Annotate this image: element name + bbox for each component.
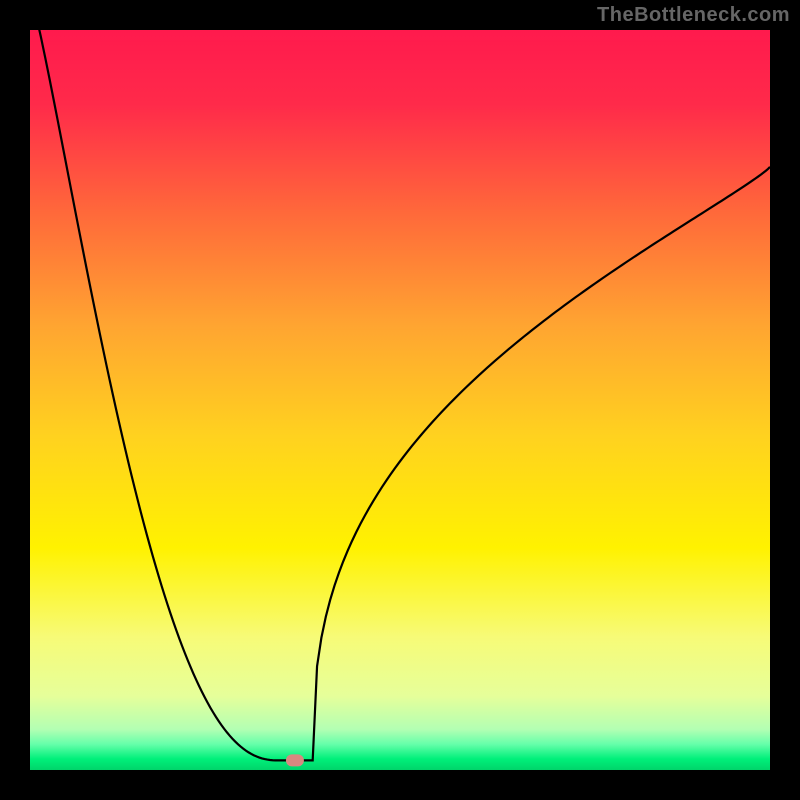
chart-plot-area xyxy=(30,30,770,770)
watermark-text: TheBottleneck.com xyxy=(597,4,790,27)
chart-stage: TheBottleneck.com xyxy=(0,0,800,800)
bottleneck-chart xyxy=(0,0,800,800)
optimum-marker xyxy=(286,754,304,766)
